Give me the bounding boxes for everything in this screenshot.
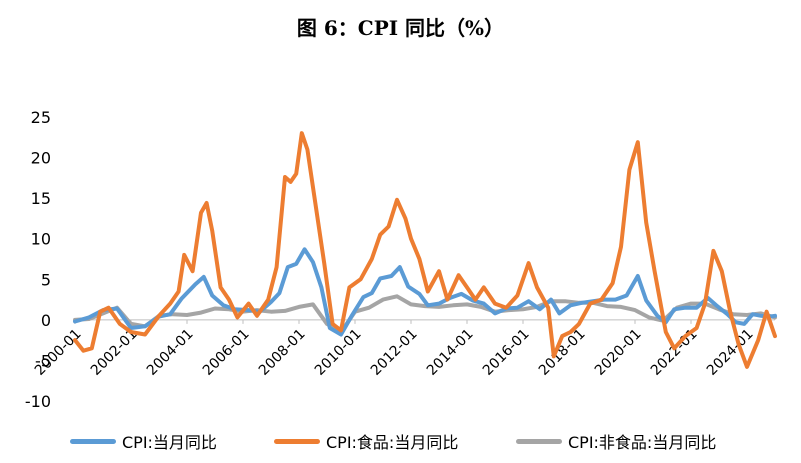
- x-tick-label: 2022-01: [648, 326, 701, 379]
- x-tick-label: 2016-01: [480, 326, 533, 379]
- y-tick-label: 0: [41, 311, 51, 330]
- y-tick-label: 15: [31, 189, 51, 208]
- legend-label-food: CPI:食品:当月同比: [326, 433, 459, 452]
- x-tick-label: 2020-01: [592, 326, 645, 379]
- y-tick-label: -10: [25, 392, 51, 411]
- legend: CPI:当月同比 CPI:食品:当月同比 CPI:非食品:当月同比: [0, 426, 801, 456]
- x-tick-label: 2024-01: [704, 326, 757, 379]
- x-tick-label: 2008-01: [256, 326, 309, 379]
- legend-swatch-nonfood: [516, 438, 562, 444]
- x-tick-label: 2012-01: [368, 326, 421, 379]
- legend-item-nonfood: CPI:非食品:当月同比: [516, 426, 716, 456]
- y-tick-label: 10: [31, 230, 51, 249]
- legend-swatch-cpi: [70, 438, 116, 444]
- series-line-food: [73, 131, 777, 369]
- series-line-nonfood: [73, 294, 777, 334]
- x-tick-label: 2004-01: [144, 326, 197, 379]
- y-tick-label: -5: [35, 351, 51, 370]
- x-tick-label: 2014-01: [424, 326, 477, 379]
- y-tick-label: 5: [41, 270, 51, 289]
- legend-label-nonfood: CPI:非食品:当月同比: [568, 433, 717, 452]
- legend-item-cpi: CPI:当月同比: [70, 426, 217, 456]
- y-tick-label: 25: [31, 108, 51, 127]
- x-tick-label: 2006-01: [200, 326, 253, 379]
- y-tick-label: 20: [31, 149, 51, 168]
- legend-swatch-food: [274, 438, 320, 444]
- series-line-cpi: [73, 247, 777, 337]
- legend-label-cpi: CPI:当月同比: [122, 433, 217, 452]
- chart-title: 图 6：CPI 同比（%）: [296, 16, 505, 40]
- legend-item-food: CPI:食品:当月同比: [274, 426, 458, 456]
- y-axis-ticks: 25 20 15 10 5 0 -5 -10: [25, 108, 51, 411]
- series-lines: [73, 131, 777, 369]
